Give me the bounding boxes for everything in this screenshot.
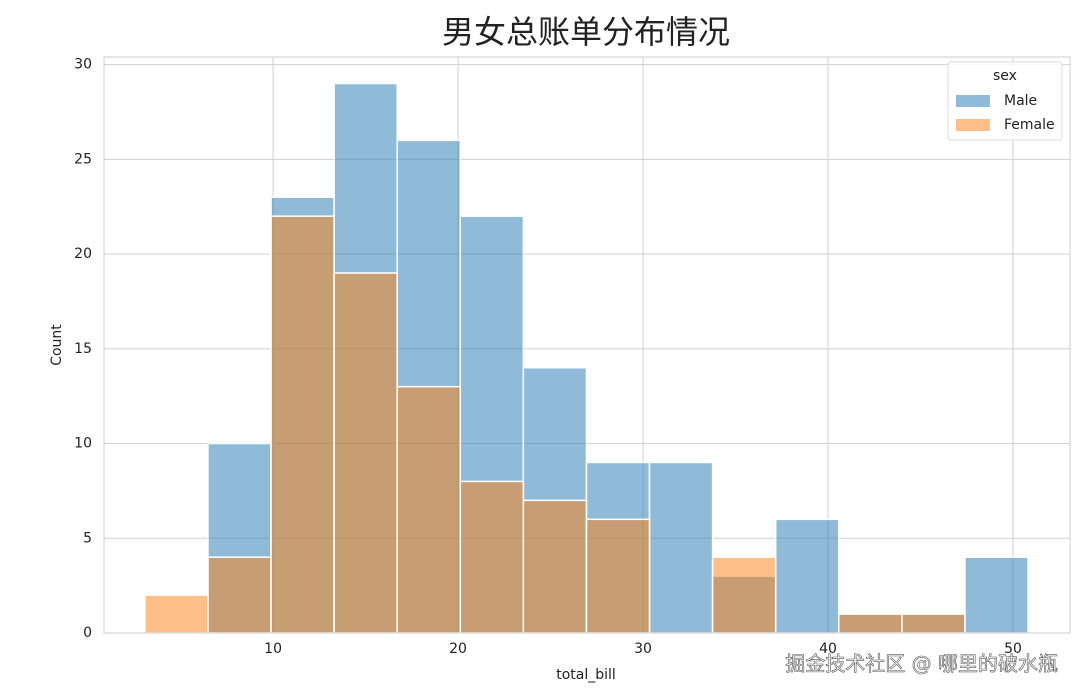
- y-tick-label: 5: [83, 530, 92, 546]
- histogram-bar: [270, 215, 335, 634]
- histogram-bar: [711, 556, 777, 634]
- y-tick-label: 30: [74, 57, 92, 73]
- x-tick-label: 30: [634, 641, 652, 657]
- histogram-bar: [585, 518, 651, 634]
- histogram-bar: [964, 556, 1029, 634]
- histogram-bar: [838, 613, 903, 634]
- y-tick-label: 10: [74, 436, 92, 452]
- chart-title: 男女总账单分布情况: [442, 13, 730, 51]
- y-tick-label: 15: [74, 341, 92, 357]
- x-tick-label: 40: [819, 641, 837, 657]
- legend-swatch: [956, 119, 990, 131]
- histogram-bar: [396, 385, 462, 634]
- histogram-bar: [774, 518, 840, 634]
- y-tick-label: 0: [83, 625, 92, 641]
- legend-title: sex: [993, 68, 1017, 84]
- x-tick-label: 20: [449, 641, 467, 657]
- legend-swatch: [956, 95, 990, 107]
- histogram-bar: [648, 461, 714, 634]
- legend-label: Female: [1004, 117, 1055, 133]
- x-tick-label: 50: [1004, 641, 1022, 657]
- y-axis-label: Count: [49, 324, 65, 366]
- legend-label: Male: [1004, 93, 1037, 109]
- x-axis-label: total_bill: [556, 667, 616, 683]
- y-tick-label: 20: [74, 246, 92, 262]
- histogram-bar: [333, 272, 398, 634]
- histogram-bar: [459, 480, 525, 634]
- histogram-bar: [901, 613, 966, 634]
- watermark: 掘金技术社区 @ 哪里的破水瓶: [785, 652, 1058, 676]
- histogram-bar: [522, 499, 588, 634]
- histogram-bar: [144, 594, 209, 634]
- y-tick-label: 25: [74, 151, 92, 167]
- plot-border: [103, 56, 1071, 634]
- x-tick-label: 10: [264, 641, 282, 657]
- histogram-bar: [207, 556, 272, 634]
